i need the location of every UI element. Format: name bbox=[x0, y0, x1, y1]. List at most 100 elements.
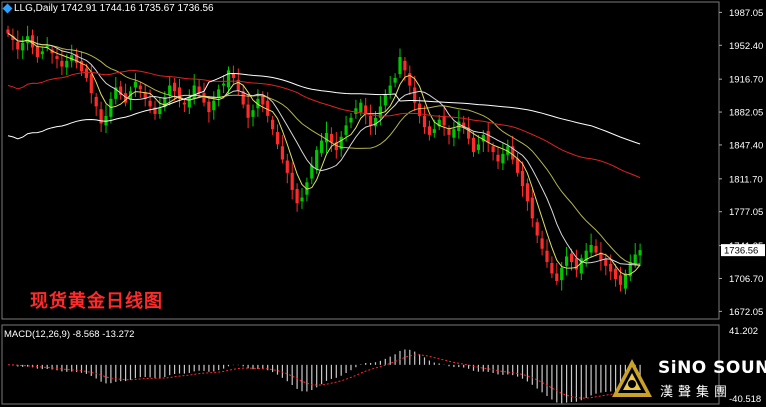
candle-body bbox=[133, 81, 137, 88]
candle-body bbox=[574, 258, 578, 270]
candle-body bbox=[422, 115, 427, 128]
candle-body bbox=[413, 87, 417, 103]
candle-body bbox=[236, 79, 240, 91]
candle-body bbox=[305, 182, 309, 195]
candle-body bbox=[467, 127, 471, 139]
y-tick-label: 1916.70 bbox=[729, 75, 763, 86]
last-price-label: 1736.56 bbox=[724, 246, 758, 257]
candle-body bbox=[614, 268, 618, 280]
candle-body bbox=[158, 108, 162, 114]
candle-body bbox=[618, 275, 623, 285]
candle-body bbox=[94, 96, 98, 107]
candle-body bbox=[45, 45, 49, 48]
candle-body bbox=[226, 70, 231, 88]
candle-body bbox=[75, 54, 79, 63]
candle-body bbox=[119, 86, 123, 96]
candle-body bbox=[285, 160, 289, 173]
y-tick-label: 1811.70 bbox=[729, 174, 763, 185]
candle-body bbox=[550, 263, 554, 274]
candle-body bbox=[21, 42, 25, 51]
price-panel-frame bbox=[1, 1, 720, 320]
candle-body bbox=[540, 238, 544, 249]
candle-body bbox=[65, 60, 69, 68]
candle-body bbox=[354, 108, 358, 114]
candle-body bbox=[104, 115, 108, 126]
candle-body bbox=[310, 165, 314, 179]
candle-body bbox=[359, 102, 363, 113]
candle-body bbox=[315, 150, 319, 170]
candle-body bbox=[16, 41, 20, 50]
brand-name: SiNO SOUND bbox=[658, 358, 766, 378]
candle-body bbox=[364, 105, 368, 114]
ma-line-120 bbox=[7, 72, 641, 145]
chart-title-cn: 现货黄金日线图 bbox=[30, 291, 163, 312]
candle-body bbox=[182, 102, 186, 105]
candle-body bbox=[462, 122, 466, 128]
candle-body bbox=[222, 83, 226, 86]
symbol-label: LLG,Daily bbox=[14, 3, 58, 14]
candle-body bbox=[26, 36, 30, 43]
candle-body bbox=[432, 129, 436, 133]
candle-body bbox=[11, 36, 15, 40]
candle-body bbox=[173, 82, 177, 92]
candle-body bbox=[373, 117, 378, 127]
macd-label: MACD(12,26,9) -8.568 -13.272 bbox=[4, 329, 135, 340]
symbol-diamond-icon bbox=[2, 3, 13, 14]
candle-body bbox=[275, 132, 280, 145]
candle-body bbox=[393, 77, 397, 83]
candle-body bbox=[324, 132, 329, 143]
candle-body bbox=[501, 153, 505, 164]
candle-body bbox=[153, 107, 157, 114]
candle-body bbox=[271, 119, 275, 130]
brand-subtitle: 漢聲集團 bbox=[660, 385, 733, 400]
candle-body bbox=[525, 183, 529, 202]
candle-body bbox=[545, 250, 549, 263]
candle-body bbox=[266, 100, 270, 116]
y-tick-label: 1952.40 bbox=[729, 41, 763, 52]
candle-body bbox=[124, 93, 128, 103]
candle-body bbox=[555, 273, 559, 282]
candle-body bbox=[251, 110, 255, 117]
candle-body bbox=[187, 96, 191, 108]
candle-body bbox=[6, 29, 10, 34]
candle-body bbox=[589, 244, 593, 253]
candle-body bbox=[300, 197, 304, 202]
candle-body bbox=[212, 100, 216, 111]
candle-body bbox=[491, 146, 495, 152]
candle-body bbox=[535, 222, 539, 236]
candle-body bbox=[339, 136, 343, 150]
candle-body bbox=[506, 146, 510, 155]
candle-body bbox=[40, 51, 44, 55]
candle-body bbox=[143, 92, 147, 99]
candle-body bbox=[70, 55, 74, 61]
candle-body bbox=[604, 259, 608, 266]
candle-body bbox=[486, 131, 490, 143]
candle-body bbox=[84, 68, 88, 78]
candle-body bbox=[633, 254, 637, 264]
candle-body bbox=[60, 60, 64, 67]
candle-body bbox=[388, 85, 392, 94]
brand-logo: SiNO SOUND 漢聲集團 bbox=[610, 357, 766, 403]
chart-header: LLG,Daily 1742.91 1744.16 1735.67 1736.5… bbox=[2, 3, 214, 14]
candle-body bbox=[623, 273, 627, 289]
candle-body bbox=[398, 57, 402, 75]
candle-body bbox=[177, 87, 182, 99]
candle-body bbox=[256, 98, 260, 109]
candle-body bbox=[418, 103, 422, 116]
ma-line-fast bbox=[7, 32, 641, 276]
candle-body bbox=[241, 91, 245, 105]
y-tick-label: 1847.40 bbox=[729, 140, 763, 151]
candle-body bbox=[138, 85, 142, 90]
candle-body bbox=[290, 172, 294, 190]
candle-body bbox=[163, 96, 167, 108]
candle-body bbox=[594, 245, 598, 253]
candle-body bbox=[569, 253, 574, 263]
candle-body bbox=[99, 109, 103, 124]
candle-body bbox=[447, 129, 451, 135]
last-price-box bbox=[721, 244, 765, 257]
candle-body bbox=[295, 188, 299, 204]
candle-body bbox=[437, 119, 441, 127]
candle-body bbox=[114, 87, 118, 99]
candle-body bbox=[599, 252, 603, 261]
